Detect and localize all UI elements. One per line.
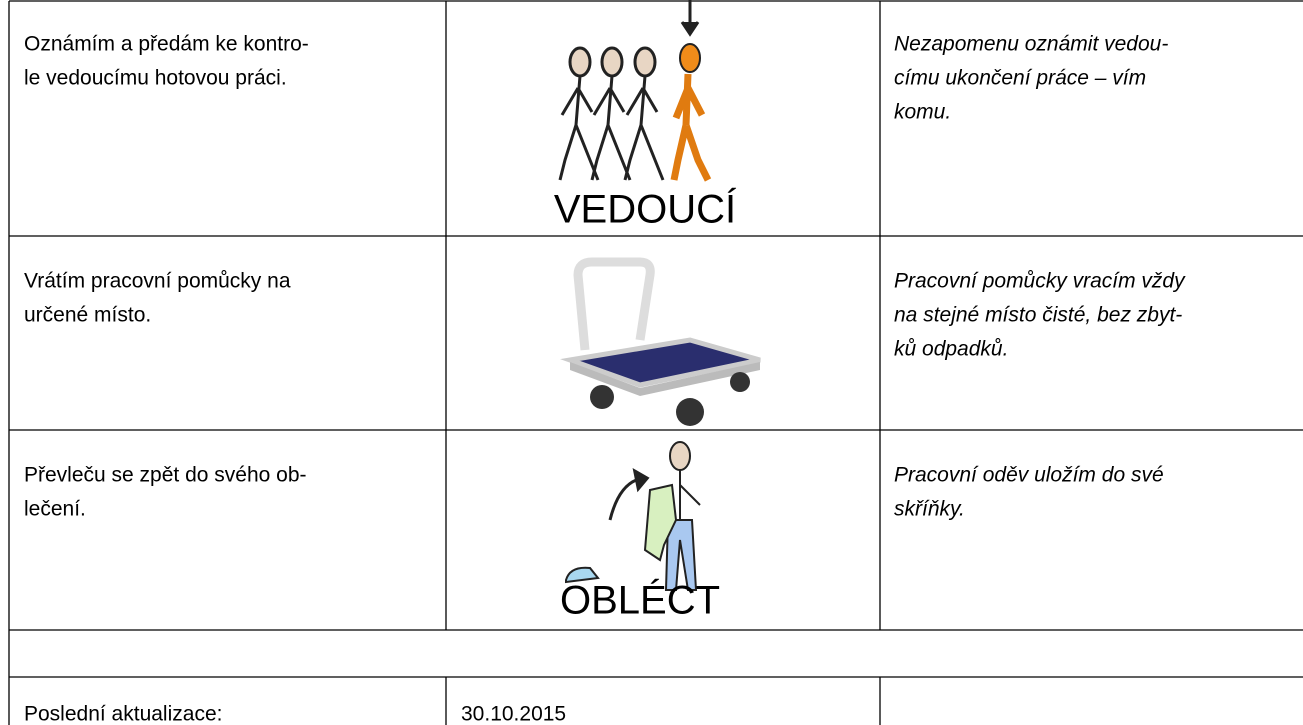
- step-text: le vedoucímu hotovou práci.: [24, 67, 287, 90]
- step-note: Pracovní oděv uložím do své: [894, 464, 1164, 487]
- picto-dress: [565, 441, 701, 591]
- footer-date: 30.10.2015: [461, 703, 566, 725]
- picto-cart: [560, 257, 761, 426]
- step-text: Vrátím pracovní pomůcky na: [24, 270, 291, 293]
- step-note: ků odpadků.: [894, 338, 1008, 361]
- step-note: Pracovní pomůcky vracím vždy: [894, 270, 1186, 293]
- footer-label: Poslední aktualizace:: [24, 703, 222, 725]
- step-note: címu ukončení práce – vím: [894, 67, 1146, 90]
- step-text: Převleču se zpět do svého ob-: [24, 464, 307, 487]
- picto-leader: [558, 0, 712, 182]
- step-text: Oznámím a předám ke kontro-: [24, 33, 309, 56]
- step-note: skříňky.: [894, 498, 965, 521]
- step-note: na stejné místo čisté, bez zbyt-: [894, 304, 1182, 327]
- step-note: Nezapomenu oznámit vedou-: [894, 33, 1168, 56]
- table-borders: [8, 0, 1303, 725]
- picto-label: VEDOUCÍ: [554, 187, 737, 232]
- picto-label: OBLÉCT: [560, 578, 720, 623]
- step-text: určené místo.: [24, 304, 151, 327]
- step-text: lečení.: [24, 498, 86, 521]
- step-note: komu.: [894, 101, 951, 124]
